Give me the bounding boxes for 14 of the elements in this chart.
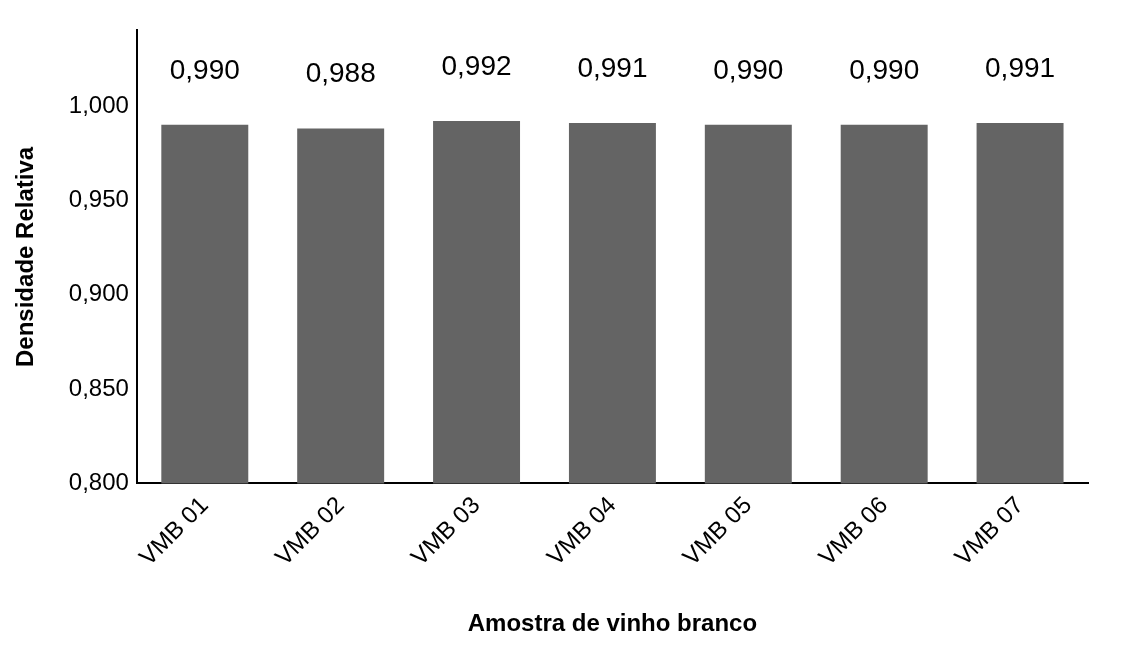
y-tick-label: 0,900	[68, 279, 129, 307]
y-tick-label: 0,950	[68, 184, 129, 212]
data-label: 0,990	[713, 53, 784, 85]
x-axis-title: Amostra de vinho branco	[467, 609, 758, 637]
y-tick-label: 1,000	[68, 90, 129, 118]
y-tick-label: 0,800	[68, 468, 129, 496]
data-label: 0,992	[441, 49, 512, 81]
y-tick-label: 0,850	[68, 373, 129, 401]
data-label: 0,990	[169, 53, 240, 85]
data-label: 0,991	[577, 51, 648, 83]
data-label: 0,990	[849, 53, 920, 85]
data-label: 0,991	[985, 51, 1056, 83]
y-axis-title: Densidade Relativa	[11, 146, 39, 367]
data-label: 0,988	[305, 57, 376, 89]
